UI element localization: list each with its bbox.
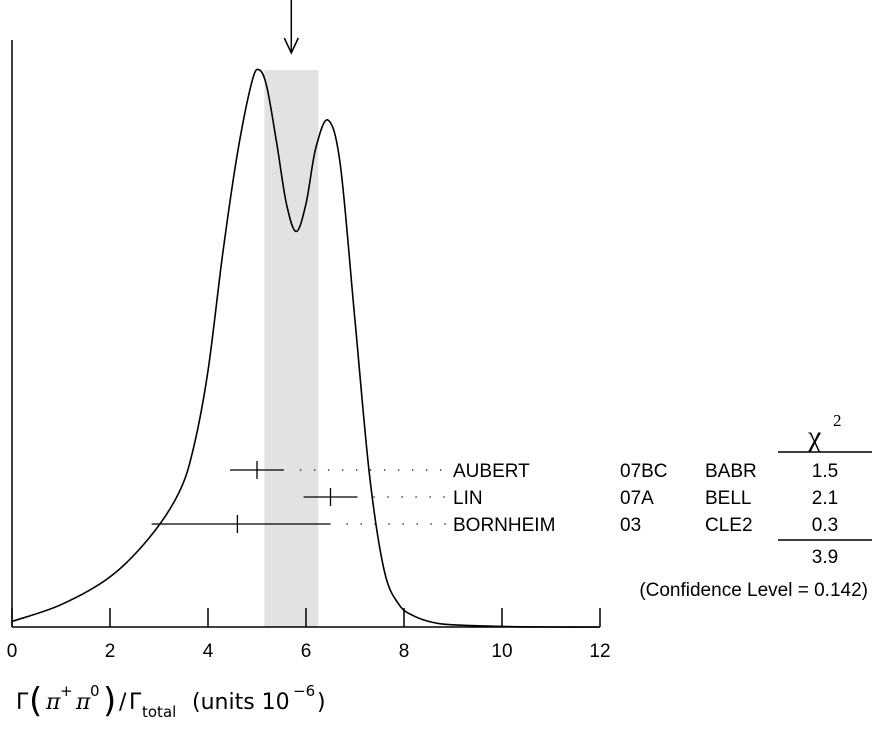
- year-label: 07A: [620, 488, 654, 509]
- x-label-plus: +: [60, 682, 73, 700]
- x-label-exponent: −6: [293, 682, 315, 700]
- measurement-row: BORNHEIM 03 CLE2 0.3: [151, 515, 838, 536]
- x-label-slash: /: [119, 690, 127, 715]
- author-label: AUBERT: [453, 461, 530, 482]
- chi2-header-exponent: 2: [833, 411, 842, 430]
- x-tick-label: 8: [399, 641, 410, 662]
- average-arrow-icon: [283, 37, 299, 55]
- average-band: [264, 70, 319, 627]
- measurement-row: LIN 07A BELL 2.1: [303, 488, 838, 509]
- x-tick-label: 12: [589, 641, 610, 662]
- measurement-row: AUBERT 07BC BABR 1.5: [230, 461, 838, 482]
- x-label-close: ): [317, 690, 326, 715]
- confidence-level: (Confidence Level = 0.142): [639, 580, 868, 601]
- experiment-label: CLE2: [705, 515, 753, 536]
- measurements: AUBERT 07BC BABR 1.5 LIN 07A BELL 2.1 BORNHEIM 03…: [151, 461, 838, 536]
- x-label-open-paren: (: [29, 681, 42, 721]
- x-axis-label: Γ ( π + π 0 ) / Γ total (units 10 −6 ): [16, 681, 326, 721]
- x-tick-label: 0: [7, 641, 18, 662]
- chi2-total: 3.9: [812, 547, 838, 568]
- x-label-close-paren: ): [103, 681, 116, 721]
- x-label-gamma2: Γ: [129, 690, 142, 715]
- x-label-zero: 0: [90, 682, 100, 700]
- experiment-label: BABR: [705, 461, 757, 482]
- author-label: BORNHEIM: [453, 515, 555, 536]
- year-label: 03: [620, 515, 641, 536]
- x-tick-label: 6: [301, 641, 312, 662]
- chi2-table: χ 2 3.9 (Confidence Level = 0.142): [639, 411, 872, 601]
- x-label-pi2: π: [75, 690, 91, 715]
- x-label-units: (units 10: [192, 690, 290, 715]
- chi2-value: 2.1: [812, 488, 838, 509]
- x-label-pi1: π: [45, 690, 61, 715]
- chi2-value: 0.3: [812, 515, 838, 536]
- author-label: LIN: [453, 488, 483, 509]
- x-tick-labels: 0 2 4 6 8 10 12: [7, 641, 611, 662]
- x-tick-label: 4: [203, 641, 214, 662]
- x-label-gamma: Γ: [16, 690, 29, 715]
- x-label-total: total: [142, 703, 176, 721]
- year-label: 07BC: [620, 461, 668, 482]
- experiment-label: BELL: [705, 488, 751, 509]
- x-tick-label: 10: [491, 641, 512, 662]
- ideogram-curve: [11, 68, 601, 628]
- chi2-value: 1.5: [812, 461, 838, 482]
- x-tick-label: 2: [105, 641, 116, 662]
- x-ticks: [11, 608, 601, 627]
- chi2-header: χ: [807, 420, 822, 453]
